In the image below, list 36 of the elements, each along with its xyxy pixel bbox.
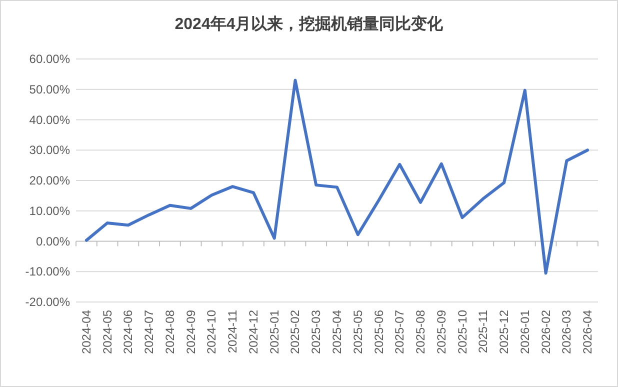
x-tick-label: 2025-11 [476,310,490,354]
x-tick-label: 2024-06 [121,310,136,354]
x-tick-label: 2024-04 [79,310,94,354]
x-tick-label: 2024-12 [246,310,260,354]
x-tick-label: 2024-07 [142,310,156,354]
y-tick-label: -10.00% [25,264,70,279]
y-tick-label: 60.00% [29,52,70,66]
x-tick-label: 2026-03 [560,310,574,354]
x-tick-label: 2025-02 [288,310,302,354]
x-tick-label: 2024-10 [204,310,219,354]
x-tick-label: 2025-04 [330,310,344,354]
y-tick-label: 0.00% [36,234,70,248]
x-tick-label: 2024-09 [184,310,198,354]
x-tick-label: 2025-10 [455,310,470,354]
x-tick-label: 2025-01 [267,310,282,354]
x-tick-label: 2024-08 [162,310,177,354]
x-tick-label: 2025-08 [414,310,428,354]
x-tick-label: 2025-09 [434,310,448,354]
line-series [84,78,590,275]
chart-title: 2024年4月以来，挖掘机销量同比变化 [174,15,444,33]
x-tick-label: 2024-05 [100,310,114,354]
y-tick-label: -20.00% [25,295,70,309]
x-tick-label: 2026-02 [538,310,553,354]
x-tick-label: 2025-03 [309,310,324,354]
x-tick-label: 2025-12 [497,310,512,354]
y-tick-label: 20.00% [29,174,70,188]
y-tick-label: 10.00% [29,204,70,218]
x-tick-label: 2026-04 [580,310,595,354]
x-tick-label: 2025-06 [372,310,386,354]
y-tick-label: 40.00% [29,112,70,127]
x-tick-label: 2025-05 [350,310,365,354]
y-tick-label: 30.00% [29,143,70,158]
y-tick-label: 50.00% [29,82,70,96]
x-tick-label: 2024-11 [226,310,240,354]
x-tick-label: 2026-01 [518,310,532,354]
x-tick-label: 2025-07 [392,310,407,354]
